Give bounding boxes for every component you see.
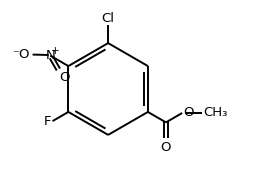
Text: +: + (51, 46, 60, 56)
Text: O: O (161, 141, 171, 154)
Text: Cl: Cl (102, 12, 115, 25)
Text: O: O (60, 71, 70, 84)
Text: N: N (45, 49, 55, 62)
Text: O: O (183, 106, 193, 119)
Text: ⁻O: ⁻O (13, 48, 30, 61)
Text: CH₃: CH₃ (203, 106, 228, 119)
Text: F: F (44, 115, 51, 128)
